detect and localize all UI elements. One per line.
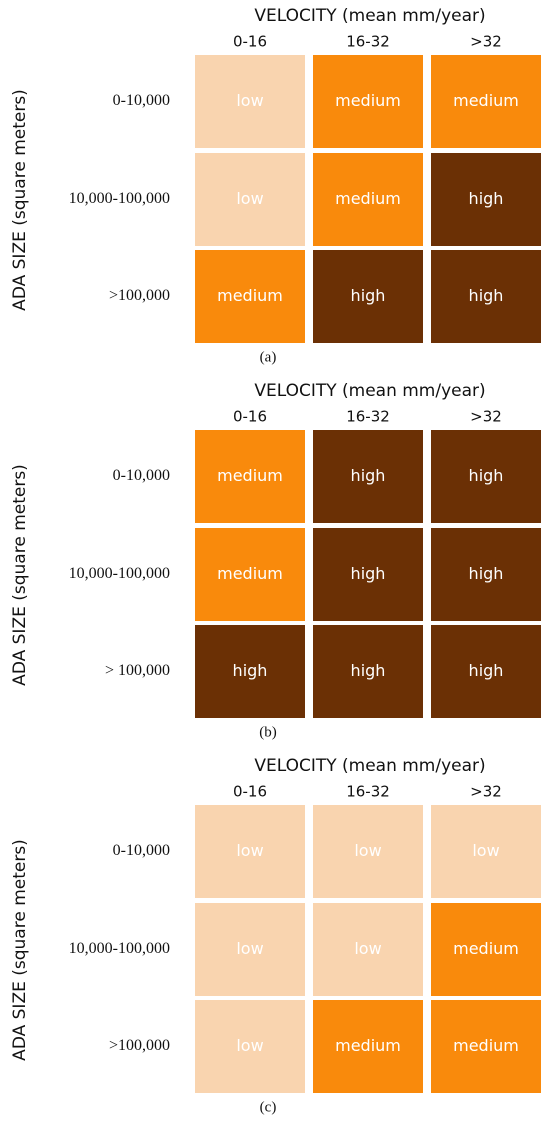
row-label: > 100,000 xyxy=(105,662,170,679)
row-label: 0-10,000 xyxy=(113,467,170,484)
axis-title: VELOCITY (mean mm/year) xyxy=(254,6,485,26)
risk-cell xyxy=(431,55,541,148)
risk-level: low xyxy=(236,1036,263,1055)
risk-cell xyxy=(431,250,541,343)
row-label: 10,000-100,000 xyxy=(69,940,170,957)
caption: (a) xyxy=(260,349,277,365)
y-axis-label: ADA SIZE (square meters) xyxy=(10,89,30,311)
risk-level: medium xyxy=(335,91,401,110)
risk-level: medium xyxy=(453,91,519,110)
risk-cell xyxy=(313,153,423,246)
risk-cell xyxy=(195,528,305,621)
axis-title: VELOCITY (mean mm/year) xyxy=(254,381,485,401)
risk-cell xyxy=(431,1000,541,1093)
risk-level: high xyxy=(233,661,268,680)
risk-level: medium xyxy=(335,189,401,208)
risk-cell xyxy=(313,55,423,148)
risk-cell xyxy=(195,805,305,898)
risk-level: high xyxy=(351,564,386,583)
risk-cell xyxy=(431,528,541,621)
row-label: >100,000 xyxy=(109,1037,170,1054)
caption: (c) xyxy=(260,1099,277,1115)
risk-cell xyxy=(431,903,541,996)
row-label: 10,000-100,000 xyxy=(69,565,170,582)
risk-cell xyxy=(431,153,541,246)
column-header: 0-16 xyxy=(233,408,267,426)
row-label: 0-10,000 xyxy=(113,92,170,109)
risk-level: high xyxy=(351,286,386,305)
risk-cell xyxy=(313,903,423,996)
risk-cell xyxy=(313,625,423,718)
axis-title: VELOCITY (mean mm/year) xyxy=(254,756,485,776)
column-header: 16-32 xyxy=(346,408,390,426)
caption: (b) xyxy=(259,724,277,740)
risk-level: medium xyxy=(453,1036,519,1055)
column-header: 0-16 xyxy=(233,783,267,801)
risk-level: low xyxy=(236,939,263,958)
row-label: >100,000 xyxy=(109,287,170,304)
risk-cell xyxy=(195,153,305,246)
y-axis-label: ADA SIZE (square meters) xyxy=(10,839,30,1061)
risk-cell xyxy=(313,805,423,898)
risk-cell xyxy=(195,250,305,343)
risk-level: medium xyxy=(217,564,283,583)
risk-level: medium xyxy=(335,1036,401,1055)
risk-level: high xyxy=(469,189,504,208)
y-axis-label: ADA SIZE (square meters) xyxy=(10,464,30,686)
risk-cell xyxy=(431,430,541,523)
risk-cell xyxy=(431,625,541,718)
column-header: >32 xyxy=(470,783,502,801)
risk-cell xyxy=(195,625,305,718)
column-header: 16-32 xyxy=(346,783,390,801)
risk-level: low xyxy=(472,841,499,860)
risk-cell xyxy=(313,250,423,343)
risk-cell xyxy=(195,430,305,523)
risk-level: low xyxy=(236,841,263,860)
risk-cell xyxy=(313,1000,423,1093)
risk-level: low xyxy=(236,91,263,110)
risk-level: high xyxy=(351,661,386,680)
risk-level: medium xyxy=(217,286,283,305)
risk-level: high xyxy=(469,466,504,485)
risk-cell xyxy=(313,430,423,523)
risk-cell xyxy=(195,1000,305,1093)
risk-level: low xyxy=(354,939,381,958)
risk-level: low xyxy=(236,189,263,208)
risk-level: high xyxy=(469,661,504,680)
risk-level: medium xyxy=(217,466,283,485)
row-label: 0-10,000 xyxy=(113,842,170,859)
risk-level: high xyxy=(469,286,504,305)
column-header: >32 xyxy=(470,33,502,51)
risk-cell xyxy=(195,55,305,148)
risk-level: high xyxy=(469,564,504,583)
risk-level: high xyxy=(351,466,386,485)
column-header: 0-16 xyxy=(233,33,267,51)
risk-cell xyxy=(431,805,541,898)
risk-level: medium xyxy=(453,939,519,958)
column-header: 16-32 xyxy=(346,33,390,51)
row-label: 10,000-100,000 xyxy=(69,190,170,207)
risk-level: low xyxy=(354,841,381,860)
risk-cell xyxy=(195,903,305,996)
risk-cell xyxy=(313,528,423,621)
column-header: >32 xyxy=(470,408,502,426)
